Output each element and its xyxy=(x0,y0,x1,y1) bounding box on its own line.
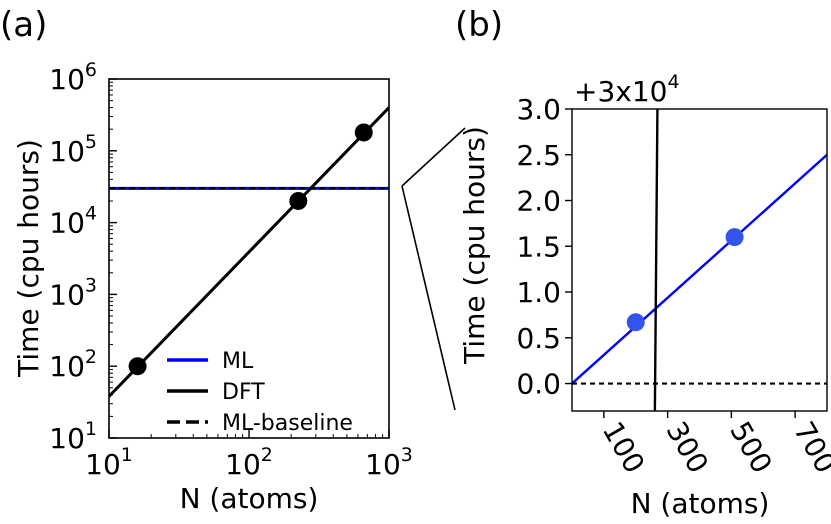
panel-b-y-tick-label: 3.0 xyxy=(516,93,561,126)
panel-b-point-ml xyxy=(626,313,645,332)
panel-a-x-tick-label: 103 xyxy=(365,444,413,481)
panel-a-x-tick-label: 101 xyxy=(85,444,133,481)
panel-b-xlabel: N (atoms) xyxy=(631,487,770,520)
panel-b-y-tick-label: 2.5 xyxy=(516,139,561,172)
panel-a-point-dft xyxy=(289,191,308,210)
panel-b-x-tick-label: 100 xyxy=(596,416,651,479)
panel-a-y-tick-label: 101 xyxy=(49,418,97,455)
panel-a-y-tick-base: 10 xyxy=(49,63,85,96)
panel-b-point-ml xyxy=(725,228,744,247)
panel-b-y-tick-label: 1.5 xyxy=(516,230,561,263)
panel-b-series-ml xyxy=(572,153,827,385)
panel-b-series-dft xyxy=(653,109,659,411)
panel-a-y-tick-exp: 4 xyxy=(85,203,97,225)
panel-a-x-tick-exp: 2 xyxy=(261,444,273,466)
panel-a-x-tick-exp: 3 xyxy=(401,444,413,466)
panel-a-legend-label: DFT xyxy=(222,380,265,405)
panel-b-y-tick-label: 1.0 xyxy=(516,276,561,309)
panel-a-ylabel: Time (cpu hours) xyxy=(12,139,45,378)
panel-a-y-tick-exp: 6 xyxy=(85,59,97,81)
panel-b-x-tick-label: 300 xyxy=(660,416,715,479)
panel-a-y-tick-base: 10 xyxy=(49,278,85,311)
panel-a-point-dft xyxy=(128,357,147,376)
panel-a-x-tick-base: 10 xyxy=(225,448,261,481)
panel-a-y-tick-exp: 2 xyxy=(85,346,97,368)
panel-a-y-tick-label: 104 xyxy=(49,203,97,240)
zoom-connector-bottom xyxy=(401,185,456,411)
panel-b-y-tick-label: 0.5 xyxy=(516,322,561,355)
panel-a-label: (a) xyxy=(0,5,47,45)
panel-a-y-tick-base: 10 xyxy=(49,207,85,240)
panel-b-chart: 0.0 0.5 1.0 1.5 2.0 2.5 3.0 100 300 500 700 xyxy=(516,93,831,479)
panel-a-y-tick-exp: 5 xyxy=(85,131,97,153)
panel-a-point-dft xyxy=(354,123,373,142)
panel-b-label: (b) xyxy=(455,5,503,45)
panel-a-y-tick-label: 102 xyxy=(49,346,97,383)
panel-a-y-tick-base: 10 xyxy=(49,350,85,383)
panel-a-x-tick-exp: 1 xyxy=(121,444,133,466)
panel-a-y-tick-base: 10 xyxy=(49,422,85,455)
panel-a-xlabel: N (atoms) xyxy=(180,482,319,515)
panel-b-frame xyxy=(571,108,828,412)
panel-b-x-tick-label: 500 xyxy=(723,416,778,479)
panel-b-ylabel: Time (cpu hours) xyxy=(458,126,491,365)
panel-b-series-group xyxy=(572,109,827,411)
panel-a-series-group xyxy=(109,106,389,398)
panel-b-offset-base: +3x10 xyxy=(574,75,667,108)
panel-b-y-tick-label: 0.0 xyxy=(516,368,561,401)
zoom-connector-top xyxy=(401,127,466,187)
panel-a-series-dft xyxy=(109,106,389,398)
panel-a-y-tick-label: 106 xyxy=(49,59,97,96)
panel-a-y-tick-label: 105 xyxy=(49,131,97,168)
panel-a-legend-label: ML xyxy=(222,349,254,374)
panel-a-legend-label: ML-baseline xyxy=(222,411,353,436)
panel-a-x-tick-label: 102 xyxy=(225,444,273,481)
panel-a-x-tick-base: 10 xyxy=(365,448,401,481)
panel-b-y-tick-label: 2.0 xyxy=(516,185,561,218)
panel-a-y-tick-base: 10 xyxy=(49,135,85,168)
panel-b-x-tick-label: 700 xyxy=(787,416,831,479)
panel-a-frame xyxy=(108,78,390,439)
panel-a-y-tick-label: 103 xyxy=(49,274,97,311)
panel-a-y-tick-exp: 3 xyxy=(85,274,97,296)
panel-b-offset-exp: 4 xyxy=(667,71,679,93)
panel-b-offset-label: +3x104 xyxy=(574,71,680,108)
panel-a-x-tick-base: 10 xyxy=(85,448,121,481)
panel-a-y-tick-exp: 1 xyxy=(85,418,97,440)
